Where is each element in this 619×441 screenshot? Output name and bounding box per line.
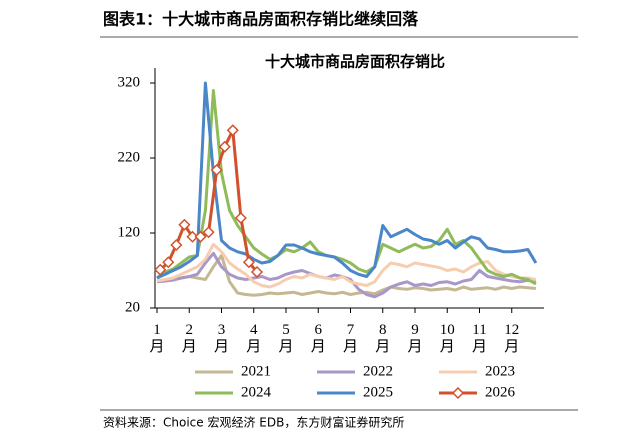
diamond-marker [242,256,255,269]
y-tick-label: 220 [118,149,141,165]
diamond-marker [226,124,239,137]
y-tick-label: 120 [118,224,141,240]
diamond-marker [234,211,247,225]
source: 资料来源：Choice 宏观经济 EDB，东方财富证券研究所 [103,415,404,430]
chart-title: 十大城市商品房面积存销比 [265,53,445,71]
legend-label: 2025 [363,384,393,400]
diamond-marker [194,230,207,243]
legend-label: 2021 [241,363,271,379]
legend-marker [451,386,465,400]
x-tick-label: 3月 [213,322,229,355]
series-line [156,242,537,289]
diamond-marker [178,218,191,231]
y-tick-label: 20 [125,299,140,315]
legend-label: 2024 [241,384,272,400]
x-tick-label: 8月 [375,322,391,355]
diamond-marker [170,238,183,252]
header: 图表1：十大城市商品房面积存销比继续回落 [103,10,419,29]
x-tick-label: 5月 [278,322,294,355]
series-line [156,81,538,280]
x-tick-label: 9月 [407,322,423,355]
series-line [156,254,537,297]
diamond-marker [186,230,199,243]
x-tick-label: 7月 [342,322,358,355]
diamond-marker [210,163,223,177]
legend-label: 2023 [485,363,515,379]
diamond-marker [154,263,167,276]
legend-label: 2026 [485,384,516,400]
diamond-marker [218,140,231,153]
legend-label: 2022 [363,363,393,379]
x-tick-label: 11月 [471,322,487,355]
diamond-marker [202,226,215,239]
x-tick-label: 1月 [149,322,165,355]
x-tick-label: 12月 [504,322,520,355]
x-tick-label: 10月 [439,322,455,355]
y-tick-label: 320 [118,74,141,90]
x-tick-label: 4月 [246,322,262,355]
x-tick-label: 6月 [310,322,326,355]
diamond-marker [162,256,175,269]
x-tick-label: 2月 [181,322,197,355]
diamond-marker [250,265,264,279]
